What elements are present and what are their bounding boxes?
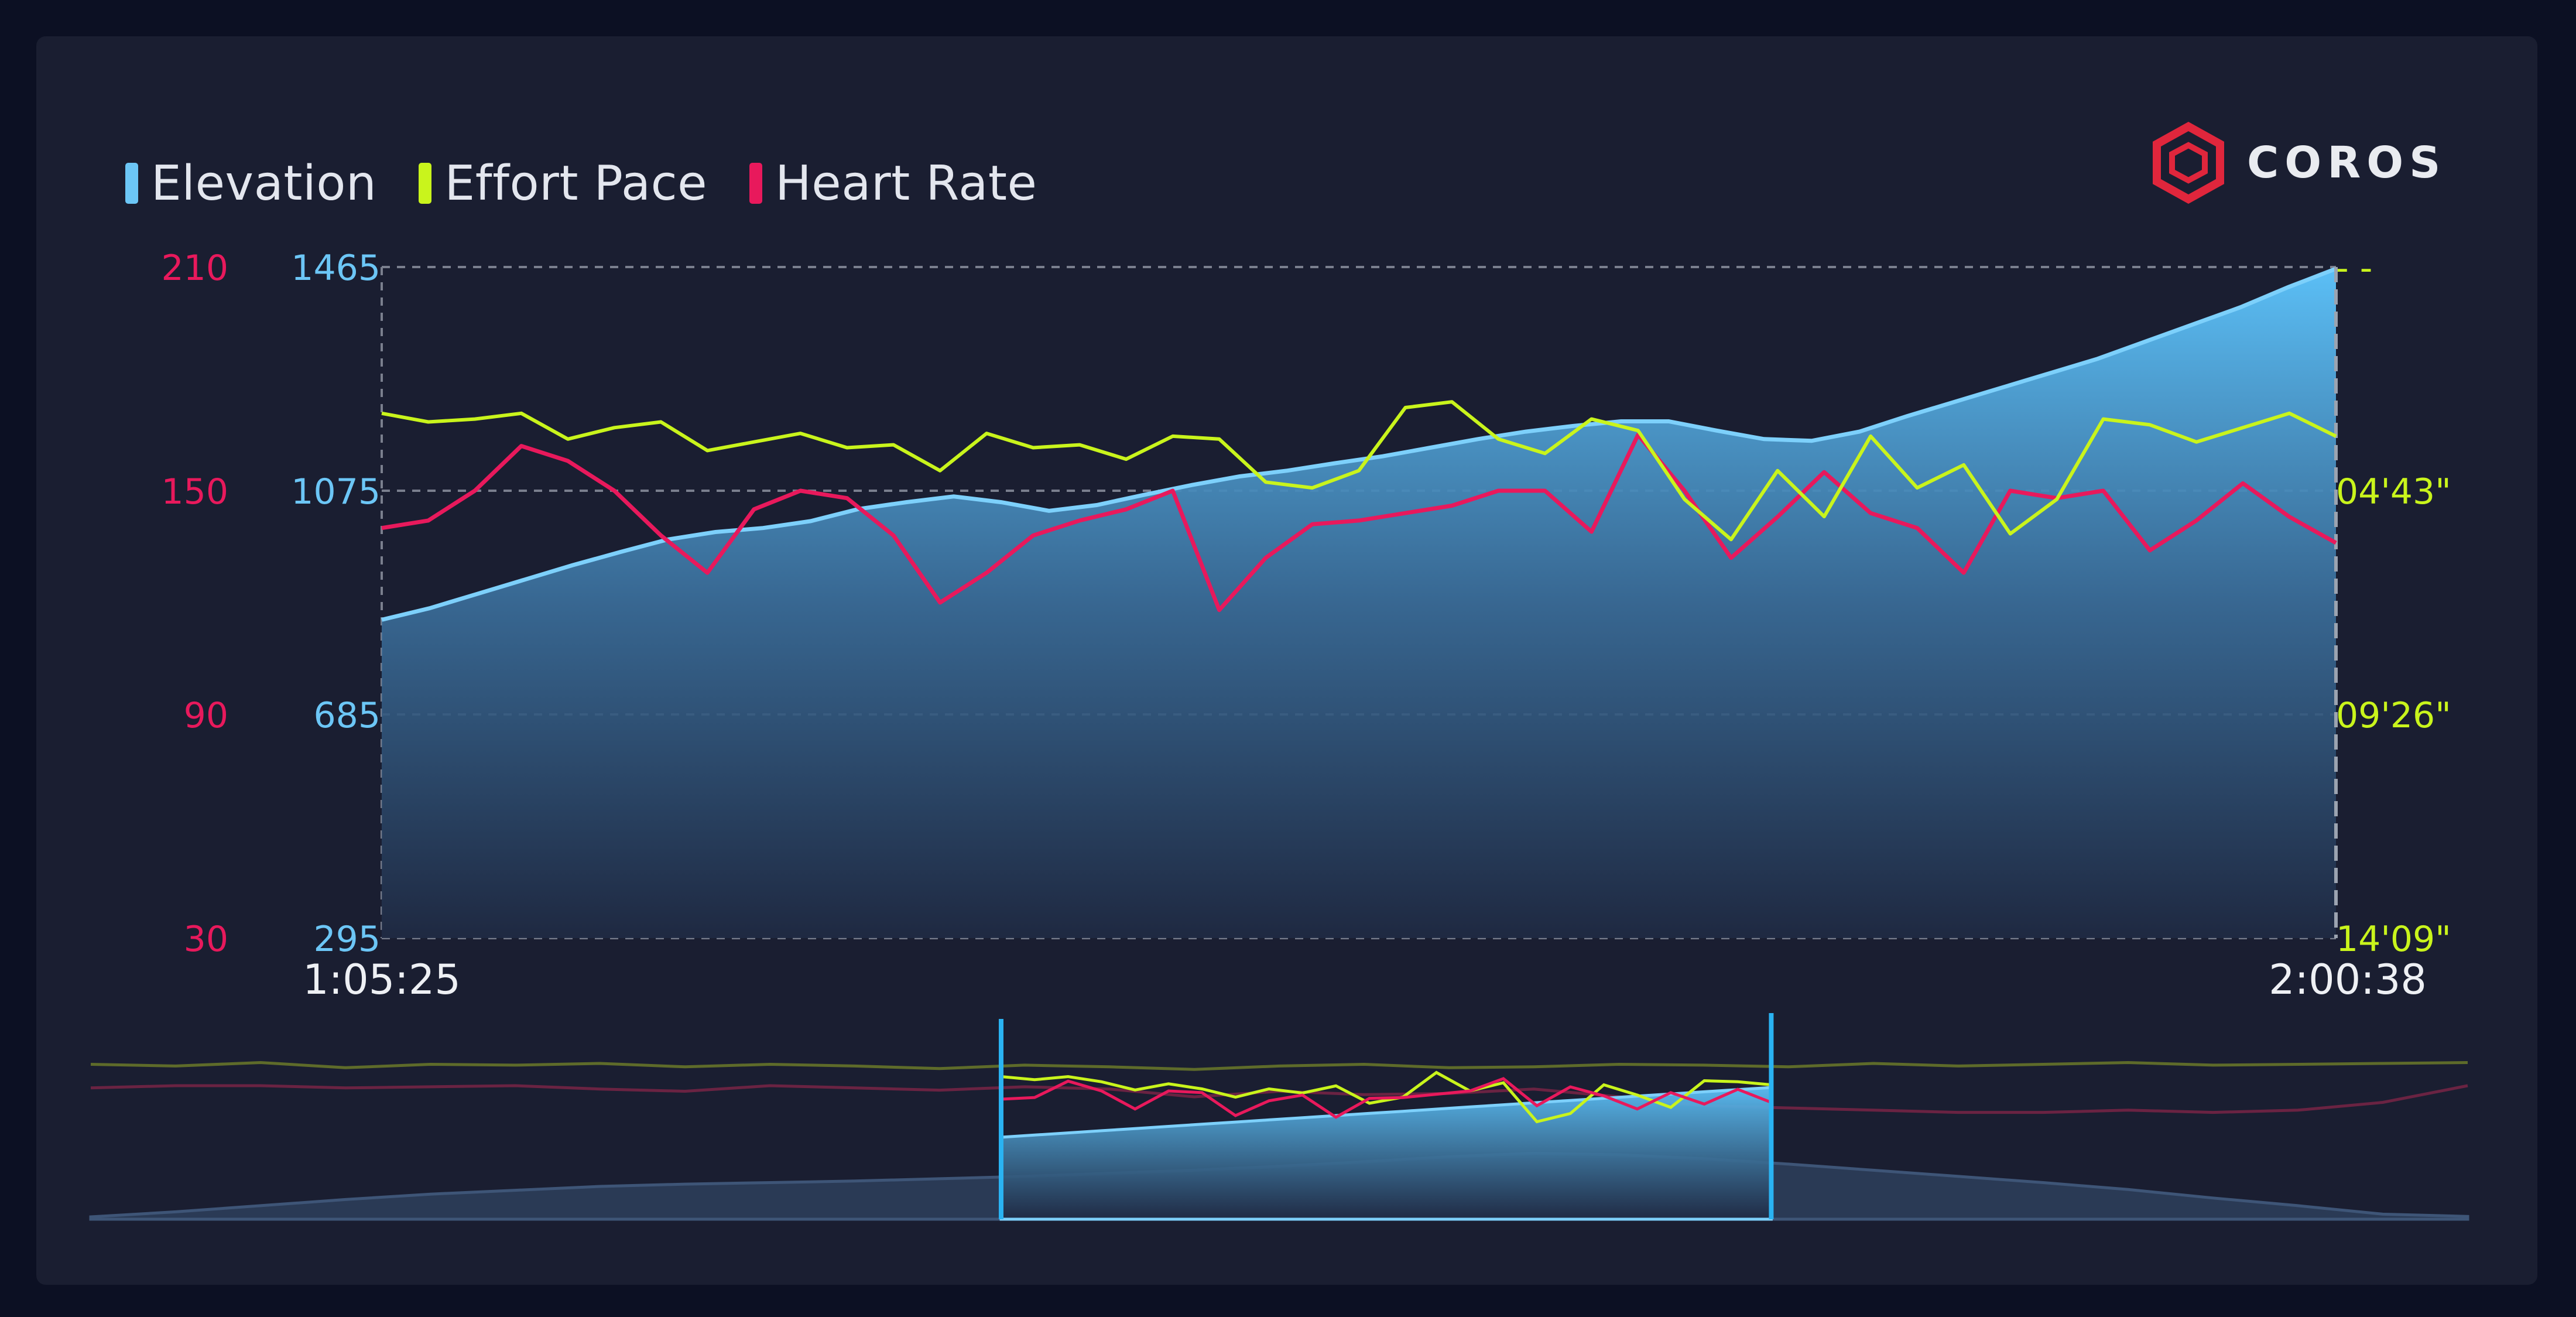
legend-swatch-heart-rate xyxy=(749,163,763,204)
elevation-tick-label: 295 xyxy=(313,919,381,960)
overview-selected-elevation xyxy=(999,1086,1773,1221)
overview-chart[interactable] xyxy=(89,1013,2469,1221)
overview-selection[interactable] xyxy=(999,1070,1773,1221)
effort-pace-axis: - - 04'43" 09'26" 14'09" xyxy=(2336,248,2451,960)
legend-swatch-effort-pace xyxy=(419,163,432,204)
brand-logo: COROS xyxy=(2147,122,2446,204)
elevation-tick-label: 685 xyxy=(313,695,381,736)
effort-pace-line xyxy=(381,400,2337,542)
legend-label-heart-rate: Heart Rate xyxy=(775,155,1037,211)
legend-label-elevation: Elevation xyxy=(151,155,377,211)
x-start-label: 1:05:25 xyxy=(303,956,461,1004)
effort-pace-tick-label: 09'26" xyxy=(2336,695,2451,736)
elevation-line xyxy=(381,266,2337,622)
x-end-label: 2:00:38 xyxy=(2269,956,2427,1004)
legend-item-heart-rate[interactable]: Heart Rate xyxy=(749,156,1037,211)
legend-item-elevation[interactable]: Elevation xyxy=(125,156,376,211)
heart-rate-tick-label: 30 xyxy=(184,919,228,960)
effort-pace-tick-label: 14'09" xyxy=(2336,919,2451,960)
heart-rate-tick-label: 90 xyxy=(184,695,228,736)
overview-effort-pace-line xyxy=(90,1061,2468,1071)
elevation-axis: 1465 1075 685 295 xyxy=(291,248,381,960)
heart-rate-line xyxy=(381,433,2337,613)
effort-pace-tick-label: 04'43" xyxy=(2336,471,2451,512)
legend: Elevation Effort Pace Heart Rate xyxy=(125,151,1079,215)
legend-swatch-elevation xyxy=(125,163,138,204)
coros-hexagon-icon xyxy=(2153,122,2224,204)
heart-rate-tick-label: 150 xyxy=(161,471,228,512)
heart-rate-axis: 210 150 90 30 xyxy=(161,248,228,960)
heart-rate-tick-label: 210 xyxy=(161,248,228,289)
elevation-tick-label: 1465 xyxy=(291,248,381,289)
overview-selected-heart-rate xyxy=(1001,1077,1772,1119)
legend-label-effort-pace: Effort Pace xyxy=(444,155,708,211)
elevation-area xyxy=(382,268,2336,938)
brand-name: COROS xyxy=(2247,138,2447,188)
overview-selected-effort-pace xyxy=(1001,1070,1772,1124)
elevation-tick-label: 1075 xyxy=(291,471,381,512)
effort-pace-tick-label: - - xyxy=(2336,248,2372,289)
legend-item-effort-pace[interactable]: Effort Pace xyxy=(419,156,707,211)
